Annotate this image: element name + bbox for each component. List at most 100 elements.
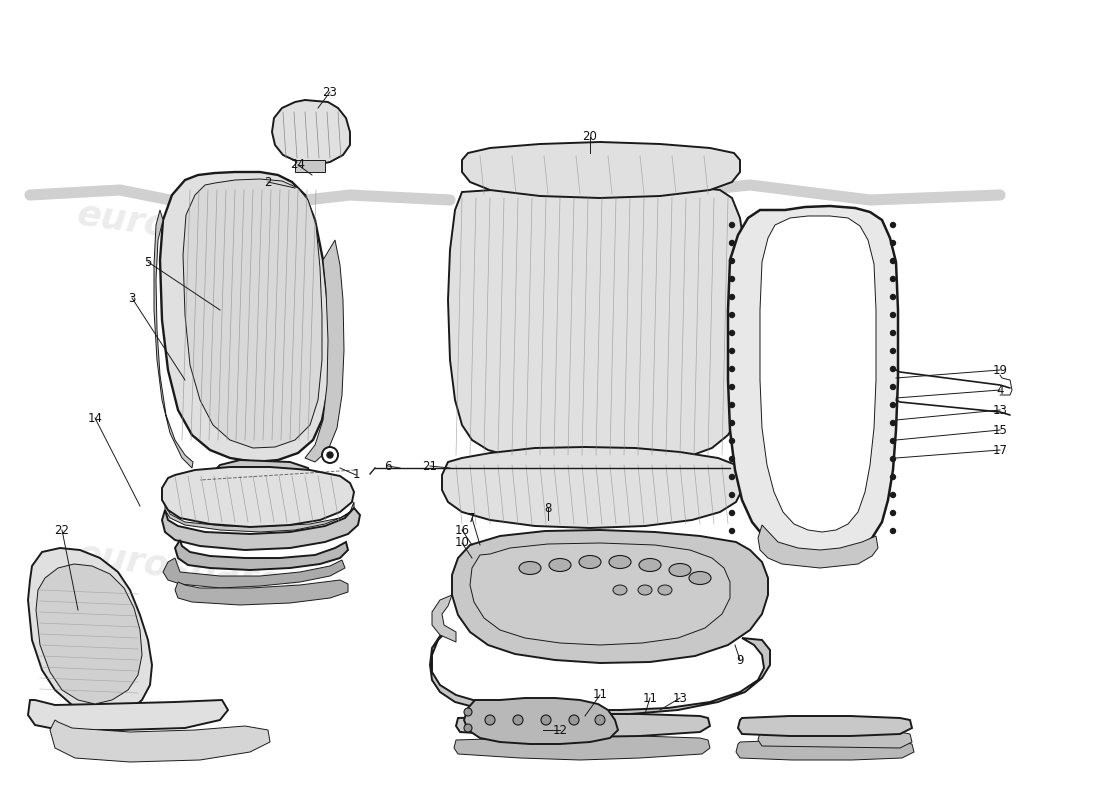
Polygon shape xyxy=(452,530,768,663)
Circle shape xyxy=(327,452,333,458)
Text: eurospares: eurospares xyxy=(75,198,306,262)
Polygon shape xyxy=(163,558,345,588)
Circle shape xyxy=(322,447,338,463)
Text: 14: 14 xyxy=(88,411,102,425)
Polygon shape xyxy=(305,240,344,462)
Circle shape xyxy=(891,277,895,282)
Circle shape xyxy=(729,438,735,443)
Polygon shape xyxy=(432,595,456,642)
Circle shape xyxy=(891,402,895,407)
Circle shape xyxy=(891,474,895,479)
Polygon shape xyxy=(760,216,876,532)
Circle shape xyxy=(595,715,605,725)
Text: 1: 1 xyxy=(352,469,360,482)
Polygon shape xyxy=(162,508,360,550)
Polygon shape xyxy=(165,502,354,532)
Circle shape xyxy=(729,277,735,282)
Polygon shape xyxy=(183,179,322,448)
Circle shape xyxy=(891,222,895,227)
Text: 3: 3 xyxy=(129,291,135,305)
Circle shape xyxy=(891,366,895,371)
Circle shape xyxy=(891,258,895,263)
Circle shape xyxy=(729,385,735,390)
Circle shape xyxy=(729,222,735,227)
Circle shape xyxy=(729,457,735,462)
Circle shape xyxy=(729,493,735,498)
Ellipse shape xyxy=(639,558,661,571)
Circle shape xyxy=(729,510,735,515)
Circle shape xyxy=(891,493,895,498)
Polygon shape xyxy=(154,210,192,468)
Polygon shape xyxy=(28,548,152,715)
Text: 8: 8 xyxy=(544,502,552,514)
Text: 15: 15 xyxy=(992,423,1008,437)
Circle shape xyxy=(891,438,895,443)
Circle shape xyxy=(891,529,895,534)
Circle shape xyxy=(464,724,472,732)
Circle shape xyxy=(891,294,895,299)
Ellipse shape xyxy=(609,555,631,569)
Ellipse shape xyxy=(613,585,627,595)
Polygon shape xyxy=(50,720,270,762)
Polygon shape xyxy=(738,716,912,736)
Circle shape xyxy=(485,715,495,725)
Polygon shape xyxy=(175,580,348,605)
Ellipse shape xyxy=(689,571,711,585)
Text: 9: 9 xyxy=(736,654,744,666)
Polygon shape xyxy=(758,525,878,568)
Circle shape xyxy=(891,241,895,246)
Polygon shape xyxy=(464,698,618,744)
Circle shape xyxy=(891,349,895,354)
Circle shape xyxy=(729,330,735,335)
Polygon shape xyxy=(295,160,324,172)
Text: 5: 5 xyxy=(144,255,152,269)
Circle shape xyxy=(891,510,895,515)
Text: 10: 10 xyxy=(454,537,470,550)
Text: eurospares: eurospares xyxy=(464,538,695,602)
Circle shape xyxy=(729,421,735,426)
Circle shape xyxy=(891,385,895,390)
Circle shape xyxy=(569,715,579,725)
Text: 23: 23 xyxy=(322,86,338,98)
Ellipse shape xyxy=(638,585,652,595)
Text: 12: 12 xyxy=(552,723,568,737)
Polygon shape xyxy=(448,182,748,462)
Polygon shape xyxy=(36,564,142,704)
Polygon shape xyxy=(728,206,898,556)
Circle shape xyxy=(729,474,735,479)
Circle shape xyxy=(729,294,735,299)
Polygon shape xyxy=(272,100,350,165)
Circle shape xyxy=(729,258,735,263)
Text: 16: 16 xyxy=(454,523,470,537)
Circle shape xyxy=(729,241,735,246)
Text: 4: 4 xyxy=(997,383,1003,397)
Text: 21: 21 xyxy=(422,459,438,473)
Circle shape xyxy=(729,366,735,371)
Ellipse shape xyxy=(579,555,601,569)
Ellipse shape xyxy=(519,562,541,574)
Circle shape xyxy=(729,402,735,407)
Ellipse shape xyxy=(658,585,672,595)
Circle shape xyxy=(464,708,472,716)
Ellipse shape xyxy=(669,563,691,577)
Polygon shape xyxy=(454,736,710,760)
Polygon shape xyxy=(162,467,354,527)
Polygon shape xyxy=(462,142,740,198)
Polygon shape xyxy=(175,540,348,570)
Circle shape xyxy=(513,715,522,725)
Text: 13: 13 xyxy=(672,691,688,705)
Circle shape xyxy=(891,330,895,335)
Polygon shape xyxy=(430,630,770,716)
Text: 22: 22 xyxy=(55,523,69,537)
Text: eurospares: eurospares xyxy=(464,198,695,262)
Ellipse shape xyxy=(549,558,571,571)
Text: 24: 24 xyxy=(290,158,306,171)
Circle shape xyxy=(891,313,895,318)
Polygon shape xyxy=(442,447,742,528)
Polygon shape xyxy=(160,172,330,462)
Circle shape xyxy=(729,349,735,354)
Polygon shape xyxy=(758,732,912,748)
Text: 2: 2 xyxy=(264,175,272,189)
Polygon shape xyxy=(470,543,730,645)
Text: 19: 19 xyxy=(992,363,1008,377)
